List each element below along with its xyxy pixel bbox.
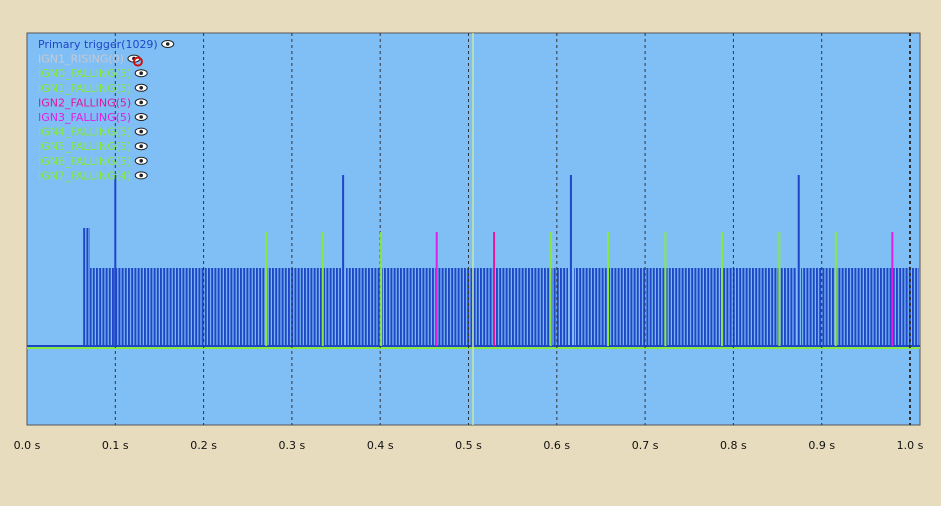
eye-pupil <box>139 100 143 105</box>
visibility-toggle[interactable] <box>127 54 143 67</box>
legend-entry: IGN5_FALLING(5) <box>38 140 131 153</box>
legend-entry: IGN1_FALLING(5) <box>38 82 131 95</box>
legend-entry: Primary trigger(1029) <box>38 38 158 51</box>
eye-pupil <box>139 159 143 163</box>
pulse-train <box>83 228 919 346</box>
x-tick-label: 0.3 s <box>279 439 306 452</box>
eye-pupil <box>139 173 143 178</box>
eye-pupil <box>165 42 170 46</box>
legend-entry: IGN6_FALLING(5) <box>38 155 131 168</box>
legend-entry: IGN2_FALLING(5) <box>38 96 131 109</box>
visibility-toggle[interactable] <box>161 40 175 48</box>
x-tick-label: 0.7 s <box>632 439 659 452</box>
x-tick-label: 0.2 s <box>190 439 217 452</box>
x-tick-label: 0.8 s <box>720 439 747 452</box>
eye-pupil <box>139 144 143 148</box>
legend-entry: IGN7_FALLING(4) <box>38 169 131 182</box>
visibility-toggle[interactable] <box>134 113 148 121</box>
eye-pupil <box>139 71 143 75</box>
visibility-toggle[interactable] <box>134 83 148 92</box>
visibility-toggle[interactable] <box>134 156 148 165</box>
visibility-toggle[interactable] <box>134 142 148 151</box>
x-tick-label: 0.5 s <box>455 439 482 452</box>
x-tick-label: 1.0 s <box>897 439 924 452</box>
visibility-toggle[interactable] <box>134 127 148 136</box>
eye-pupil <box>139 129 143 134</box>
x-tick-label: 0.1 s <box>102 439 129 452</box>
x-tick-label: 0.4 s <box>367 439 394 452</box>
hidden-icon <box>132 56 143 67</box>
x-tick-label: 0.0 s <box>14 439 41 452</box>
legend-entry: IGN0_FALLING(5) <box>38 67 131 80</box>
legend-entry: IGN4_FALLING(5) <box>38 126 131 139</box>
eye-pupil <box>139 115 143 119</box>
visibility-toggle[interactable] <box>134 98 148 107</box>
eye-pupil <box>139 86 143 90</box>
x-tick-label: 0.6 s <box>543 439 570 452</box>
x-tick-label: 0.9 s <box>808 439 835 452</box>
legend-entry: IGN3_FALLING(5) <box>38 111 131 124</box>
legend-entry: IGN1_RISING(0) <box>38 53 124 66</box>
visibility-toggle[interactable] <box>134 171 148 180</box>
visibility-toggle[interactable] <box>134 69 148 78</box>
